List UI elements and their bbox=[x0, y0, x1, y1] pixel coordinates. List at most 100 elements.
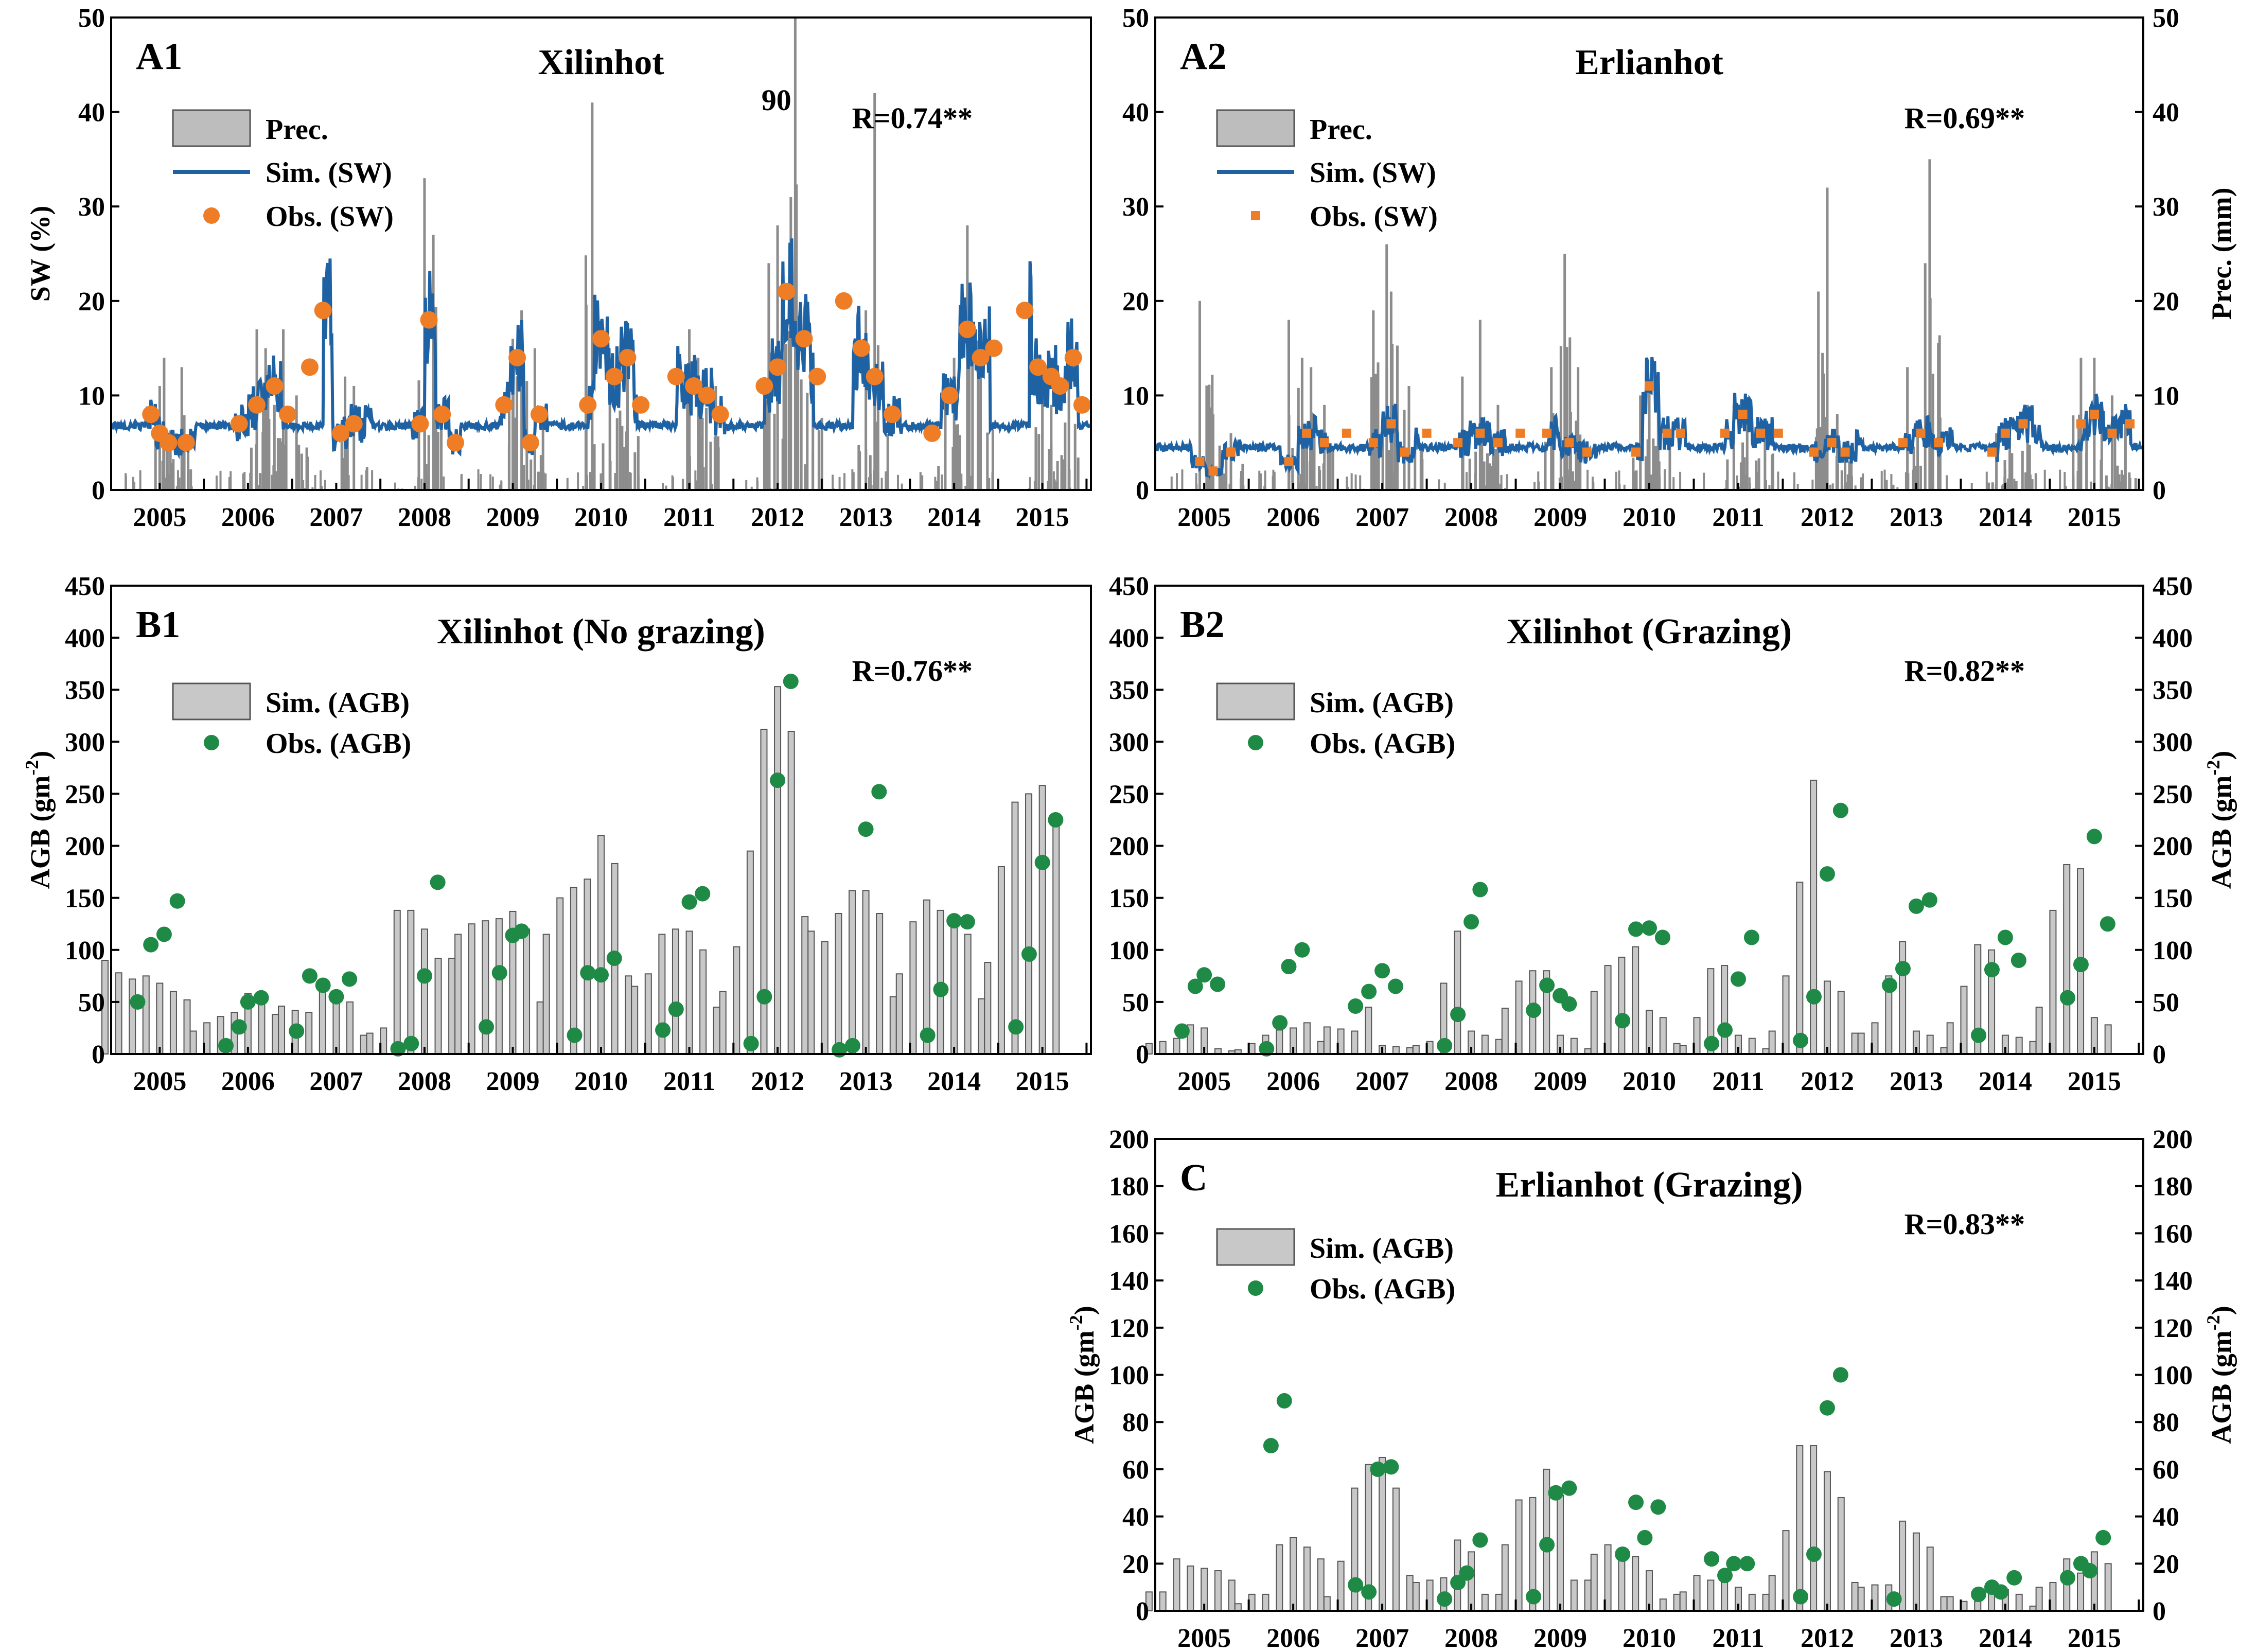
y-axis-label-superscript: -2 bbox=[22, 760, 42, 776]
y-axis-label-right-close: ) bbox=[2206, 751, 2237, 760]
obs-sw-point bbox=[808, 367, 826, 385]
obs-agb-point bbox=[1472, 882, 1488, 898]
obs-agb-point bbox=[770, 772, 786, 788]
obs-agb-point bbox=[289, 1023, 305, 1039]
y-tick-label: 60 bbox=[1122, 1455, 1149, 1485]
obs-agb-point bbox=[1388, 978, 1404, 994]
sim-agb-bar bbox=[346, 1001, 354, 1055]
obs-agb-point bbox=[783, 674, 799, 690]
obs-sw-point bbox=[1582, 447, 1592, 457]
obs-agb-point bbox=[1819, 866, 1835, 882]
sim-agb-bar bbox=[1159, 1041, 1167, 1055]
y-tick-label-right: 200 bbox=[2153, 1125, 2193, 1154]
legend-line-label: Sim. (SW) bbox=[266, 157, 392, 189]
x-tick-label: 2012 bbox=[1801, 503, 1854, 532]
obs-sw-point bbox=[1631, 447, 1641, 457]
obs-sw-point bbox=[230, 415, 248, 433]
y-axis-label-right: Prec. (mm) bbox=[2206, 188, 2237, 320]
obs-agb-point bbox=[858, 821, 874, 837]
legend-point-label: Obs. (AGB) bbox=[1310, 1273, 1455, 1305]
y-tick-label-right: 250 bbox=[2153, 780, 2193, 809]
y-tick-label-right: 60 bbox=[2153, 1455, 2179, 1485]
legend-bar-swatch bbox=[1216, 1228, 1295, 1266]
panel-title: Xilinhot (No grazing) bbox=[437, 612, 765, 652]
obs-sw-point bbox=[508, 348, 526, 366]
sim-agb-bar bbox=[1501, 1544, 1509, 1612]
sim-agb-bar bbox=[258, 999, 266, 1055]
obs-sw-point bbox=[1987, 447, 1997, 457]
obs-sw-point bbox=[1342, 428, 1351, 438]
x-tick-label: 2010 bbox=[574, 503, 628, 532]
sim-agb-bar bbox=[1038, 785, 1046, 1055]
obs-agb-point bbox=[1021, 946, 1037, 962]
x-tick-label: 2008 bbox=[398, 503, 451, 532]
y-tick-label: 400 bbox=[65, 624, 105, 653]
obs-agb-point bbox=[1210, 976, 1226, 992]
x-tick-label: 2007 bbox=[1355, 1624, 1409, 1652]
sim-agb-bar bbox=[719, 991, 727, 1055]
obs-agb-point bbox=[946, 913, 962, 929]
sim-agb-bar bbox=[1454, 930, 1461, 1055]
obs-sw-point bbox=[1809, 447, 1819, 457]
obs-agb-point bbox=[1793, 1032, 1809, 1048]
y-axis-label-right-close: ) bbox=[2206, 1306, 2237, 1315]
sim-agb-bar bbox=[1173, 1558, 1180, 1611]
sim-agb-bar bbox=[523, 928, 531, 1055]
obs-sw-point bbox=[1720, 428, 1730, 438]
y-tick-label-right: 40 bbox=[2153, 98, 2179, 128]
sim-agb-bar bbox=[1276, 1544, 1283, 1612]
obs-agb-point bbox=[1886, 1591, 1902, 1607]
obs-sw-point bbox=[345, 415, 363, 433]
legend-point-swatch bbox=[203, 207, 220, 224]
y-tick-label-right: 300 bbox=[2153, 728, 2193, 757]
obs-agb-point bbox=[416, 968, 432, 984]
obs-sw-point bbox=[835, 292, 853, 310]
y-axis-label-right-superscript: -2 bbox=[2203, 760, 2224, 776]
obs-sw-point bbox=[1564, 438, 1574, 448]
y-tick-label: 40 bbox=[1122, 98, 1149, 128]
obs-agb-point bbox=[1743, 929, 1759, 945]
y-tick-label: 50 bbox=[78, 4, 105, 33]
y-tick-label-right: 20 bbox=[2153, 287, 2179, 317]
x-tick-label: 2009 bbox=[486, 1067, 539, 1096]
obs-agb-point bbox=[1472, 1532, 1488, 1548]
obs-agb-point bbox=[1921, 892, 1937, 908]
sim-agb-bar bbox=[1173, 1038, 1180, 1055]
sim-agb-bar bbox=[1721, 965, 1729, 1055]
x-tick-label: 2006 bbox=[1266, 503, 1320, 532]
legend-line-label: Sim. (SW) bbox=[1310, 157, 1436, 189]
obs-sw-point bbox=[160, 434, 178, 452]
y-axis-label-right: AGB (gm-2) bbox=[2203, 1306, 2237, 1444]
sim-agb-bar bbox=[1632, 946, 1639, 1055]
obs-agb-point bbox=[1539, 977, 1555, 993]
obs-agb-point bbox=[253, 990, 269, 1006]
obs-sw-point bbox=[279, 406, 297, 424]
sim-agb-bar bbox=[2077, 1572, 2085, 1611]
obs-sw-point bbox=[1676, 428, 1685, 438]
legend-bar-swatch bbox=[172, 109, 251, 147]
sim-agb-bar bbox=[1365, 1007, 1372, 1055]
x-tick-label: 2014 bbox=[927, 1067, 981, 1096]
legend-bar-label: Sim. (AGB) bbox=[266, 687, 410, 719]
sim-agb-bar bbox=[1857, 1032, 1865, 1055]
sim-agb-bar bbox=[1481, 1034, 1489, 1055]
sim-agb-bar bbox=[1768, 1030, 1776, 1055]
y-tick-label: 200 bbox=[1109, 832, 1149, 862]
sim-agb-bar bbox=[495, 918, 503, 1055]
panel-title: Erlianhot bbox=[1575, 43, 1723, 82]
x-tick-label: 2006 bbox=[221, 503, 275, 532]
obs-sw-point bbox=[853, 339, 871, 357]
sim-agb-bar bbox=[1052, 821, 1060, 1055]
obs-agb-point bbox=[169, 893, 185, 909]
y-tick-label-right: 0 bbox=[2153, 1040, 2166, 1069]
y-tick-label: 100 bbox=[1109, 1361, 1149, 1391]
obs-agb-point bbox=[1704, 1551, 1720, 1567]
sim-agb-bar bbox=[1351, 1030, 1359, 1055]
obs-agb-point bbox=[1272, 1015, 1288, 1031]
obs-agb-point bbox=[2059, 1570, 2075, 1586]
obs-sw-point bbox=[314, 302, 332, 320]
obs-agb-point bbox=[1819, 1400, 1835, 1416]
sim-agb-bar bbox=[597, 835, 605, 1055]
y-tick-label: 140 bbox=[1109, 1267, 1149, 1296]
y-tick-label: 0 bbox=[92, 1040, 105, 1069]
